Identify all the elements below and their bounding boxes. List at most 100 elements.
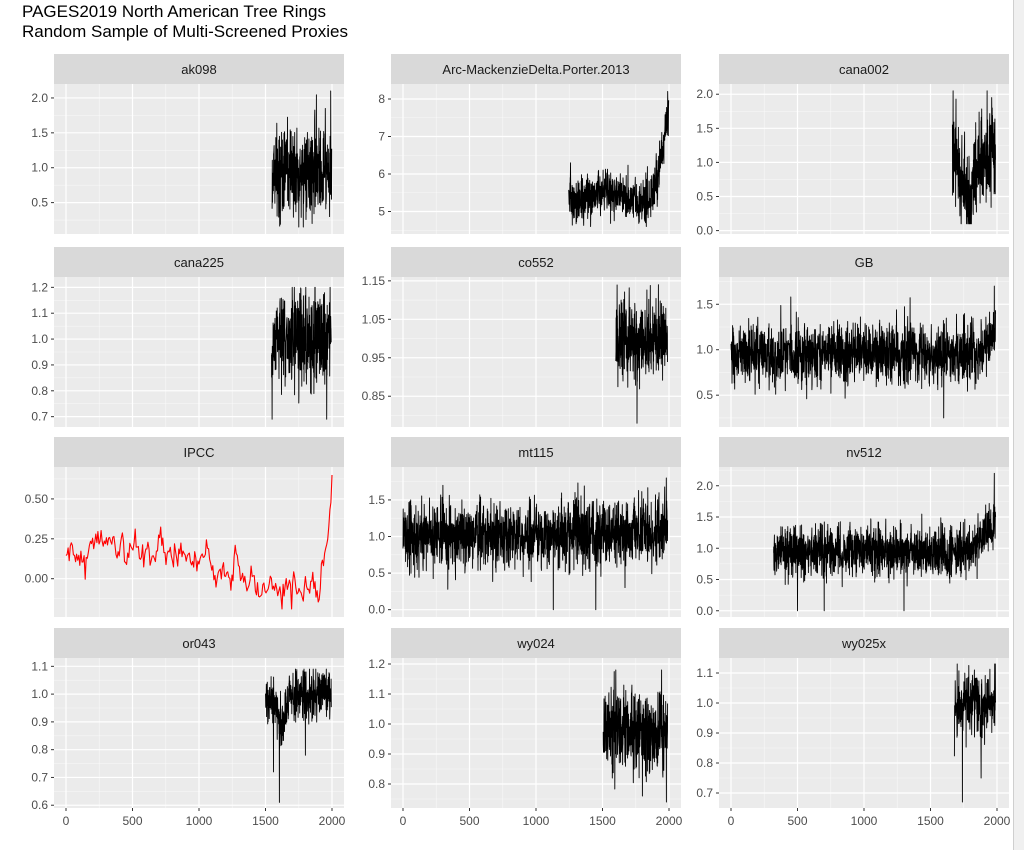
x-tick-label: 500: [787, 814, 807, 828]
y-tick-label: 1.0: [368, 717, 385, 731]
series-line: [615, 284, 668, 424]
y-tick-label: 1.5: [696, 121, 713, 135]
y-tick-label: 0.7: [31, 410, 48, 424]
facet-strip-label: co552: [518, 255, 553, 270]
facet-strip: [719, 247, 1009, 277]
facet-strip-label: ak098: [181, 62, 216, 77]
y-tick-label: 0.8: [696, 756, 713, 770]
x-tick-label: 500: [122, 814, 142, 828]
y-tick-label: 1.0: [31, 687, 48, 701]
y-tick-label: 6: [378, 167, 385, 181]
facet-strip-label: IPCC: [183, 445, 214, 460]
y-tick-label: 1.0: [696, 343, 713, 357]
facet-strip: [54, 247, 344, 277]
facet-panel: nv512 0.0 0.5 1.0 1.5 2.0: [696, 437, 1009, 618]
x-tick-label: 2000: [984, 814, 1010, 828]
facet-panel: GB 0.5 1.0 1.5: [696, 247, 1009, 427]
y-tick-label: 1.0: [31, 332, 48, 346]
chart-title: PAGES2019 North American Tree Rings: [22, 2, 326, 21]
x-tick-label: 2000: [319, 814, 346, 828]
y-tick-label: 0.5: [696, 388, 713, 402]
series-line: [773, 472, 997, 612]
y-tick-label: 0.7: [31, 770, 48, 784]
facet-strip-label: cana225: [174, 255, 224, 270]
x-tick-label: 2000: [656, 814, 683, 828]
chart-title-block: PAGES2019 North American Tree Rings Rand…: [22, 2, 348, 42]
y-tick-label: 1.5: [31, 126, 48, 140]
facet-panel: wy024 0.8 0.9 1.0 1.1 1.2 0 500 1000 1500 2000: [368, 628, 683, 828]
facet-strip: [391, 54, 681, 84]
y-tick-label: 1.2: [31, 280, 48, 294]
facet-strip-label: Arc-MackenzieDelta.Porter.2013: [442, 62, 629, 77]
series-line: [953, 663, 997, 803]
y-tick-label: 0.9: [696, 726, 713, 740]
y-tick-label: 0.9: [31, 358, 48, 372]
y-tick-label: 1.1: [368, 687, 385, 701]
y-tick-label: 0.0: [696, 224, 713, 238]
x-tick-label: 0: [728, 814, 735, 828]
y-tick-label: 5: [378, 205, 385, 219]
x-tick-label: 500: [459, 814, 479, 828]
y-tick-label: 0.8: [31, 384, 48, 398]
y-tick-label: 1.0: [368, 530, 385, 544]
y-tick-label: 1.5: [368, 493, 385, 507]
y-tick-label: 0.5: [368, 566, 385, 580]
facet-strip-label: mt115: [518, 445, 553, 460]
y-tick-label: 0.0: [368, 603, 385, 617]
series-line: [265, 668, 332, 803]
facet-strip: [54, 54, 344, 84]
y-tick-label: 0.8: [31, 743, 48, 757]
facet-strip: [719, 54, 1009, 84]
y-tick-label: 0.50: [25, 492, 49, 506]
x-tick-label: 1000: [851, 814, 878, 828]
x-tick-label: 1500: [589, 814, 616, 828]
y-tick-label: 0.8: [368, 777, 385, 791]
series-line: [271, 286, 332, 420]
facet-panel: IPCC 0.00 0.25 0.50: [25, 437, 344, 617]
x-tick-label: 1000: [186, 814, 213, 828]
facet-panel: cana225 0.7 0.8 0.9 1.0 1.1 1.2: [31, 247, 344, 427]
window-scrollbar[interactable]: [1013, 0, 1024, 850]
y-tick-label: 7: [378, 130, 385, 144]
series-line: [730, 285, 997, 419]
y-tick-label: 1.0: [31, 161, 48, 175]
y-tick-label: 1.0: [696, 696, 713, 710]
y-tick-label: 1.5: [696, 297, 713, 311]
series-line: [65, 474, 333, 610]
facet-panel: co552 0.85 0.95 1.05 1.15: [362, 247, 681, 427]
facet-strip: [391, 628, 681, 658]
facet-panel: ak098 0.5 1.0 1.5 2.0: [31, 54, 344, 234]
facet-strip-label: cana002: [839, 62, 889, 77]
facet-strip: [54, 437, 344, 467]
y-tick-label: 1.05: [362, 312, 386, 326]
y-tick-label: 1.15: [362, 274, 386, 288]
series-line: [951, 90, 996, 225]
y-tick-label: 2.0: [696, 87, 713, 101]
y-tick-label: 1.5: [696, 510, 713, 524]
y-tick-label: 0.7: [696, 786, 713, 800]
y-tick-label: 0.5: [31, 196, 48, 210]
y-tick-label: 1.1: [31, 659, 48, 673]
y-tick-label: 0.5: [696, 573, 713, 587]
y-tick-label: 0.95: [362, 351, 386, 365]
series-line: [568, 91, 670, 227]
x-tick-label: 1500: [252, 814, 279, 828]
y-tick-label: 2.0: [696, 479, 713, 493]
y-tick-label: 1.1: [696, 666, 713, 680]
facet-strip-label: wy024: [516, 636, 555, 651]
facet-panel: Arc-MackenzieDelta.Porter.2013 5 6 7 8: [378, 54, 681, 234]
series-line: [602, 669, 669, 803]
x-tick-label: 0: [63, 814, 70, 828]
y-tick-label: 0.9: [31, 715, 48, 729]
y-tick-label: 0.6: [31, 798, 48, 812]
y-tick-label: 0.00: [25, 572, 49, 586]
y-tick-label: 1.1: [31, 306, 48, 320]
y-tick-label: 0.25: [25, 532, 49, 546]
facet-strip: [54, 628, 344, 658]
facet-strip: [391, 437, 681, 467]
y-tick-label: 8: [378, 92, 385, 106]
series-line: [402, 477, 669, 611]
facet-panel: cana002 0.0 0.5 1.0 1.5 2.0: [696, 54, 1009, 238]
y-tick-label: 2.0: [31, 91, 48, 105]
